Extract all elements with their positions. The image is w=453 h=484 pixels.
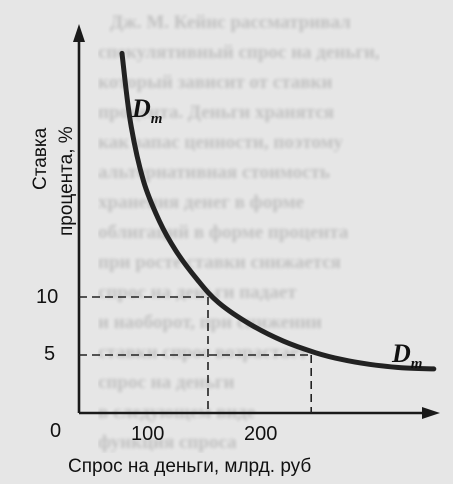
y-axis-title-line1: Ставка <box>30 127 51 190</box>
origin-label: 0 <box>50 420 61 442</box>
svg-text:и наоборот, при снижении: и наоборот, при снижении <box>98 312 322 333</box>
svg-text:хранения денег в форме: хранения денег в форме <box>98 192 304 213</box>
curve-label-bottom-sub: m <box>411 356 423 372</box>
y-axis-title-line2: процента, % <box>56 126 77 236</box>
curve-label-top-main: D <box>131 94 151 123</box>
svg-text:при росте ставки снижается: при росте ставки снижается <box>98 252 341 273</box>
y-axis-arrow <box>73 24 85 42</box>
svg-text:функция спроса: функция спроса <box>98 432 237 453</box>
y-tick-10: 10 <box>36 286 58 308</box>
x-axis-arrow <box>422 407 440 419</box>
svg-text:спрос на деньги падает: спрос на деньги падает <box>98 282 297 303</box>
x-tick-100: 100 <box>131 423 164 445</box>
svg-text:как запас ценности, поэтому: как запас ценности, поэтому <box>98 132 343 153</box>
x-tick-200: 200 <box>244 423 277 445</box>
svg-text:спекулятивный спрос на деньги,: спекулятивный спрос на деньги, <box>98 42 380 63</box>
curve-label-bottom-main: D <box>391 339 411 368</box>
svg-text:ставки спрос возрастает: ставки спрос возрастает <box>98 342 308 363</box>
svg-text:процента. Деньги хранятся: процента. Деньги хранятся <box>98 102 334 123</box>
background-bleed-text: Дж. М. Кейнс рассматривал спекулятивный … <box>98 12 380 453</box>
y-axis-title: Ставка процента, % <box>30 126 77 236</box>
money-demand-curve <box>119 50 437 372</box>
reference-lines <box>79 296 313 413</box>
axes <box>73 24 440 419</box>
x-axis-title: Спрос на деньги, млрд. руб <box>68 456 311 477</box>
curve-label-top: Dm <box>131 94 162 127</box>
svg-text:облигаций в форме процента: облигаций в форме процента <box>98 222 349 243</box>
curve-label-top-sub: m <box>151 111 163 127</box>
svg-text:который зависит от ставки: который зависит от ставки <box>98 72 332 93</box>
y-tick-5: 5 <box>44 343 55 365</box>
curve-label-bottom: Dm <box>391 339 422 372</box>
svg-text:Дж. М. Кейнс рассматривал: Дж. М. Кейнс рассматривал <box>110 12 351 33</box>
svg-text:альтернативная стоимость: альтернативная стоимость <box>98 162 330 183</box>
svg-text:спрос на деньги: спрос на деньги <box>98 372 234 393</box>
